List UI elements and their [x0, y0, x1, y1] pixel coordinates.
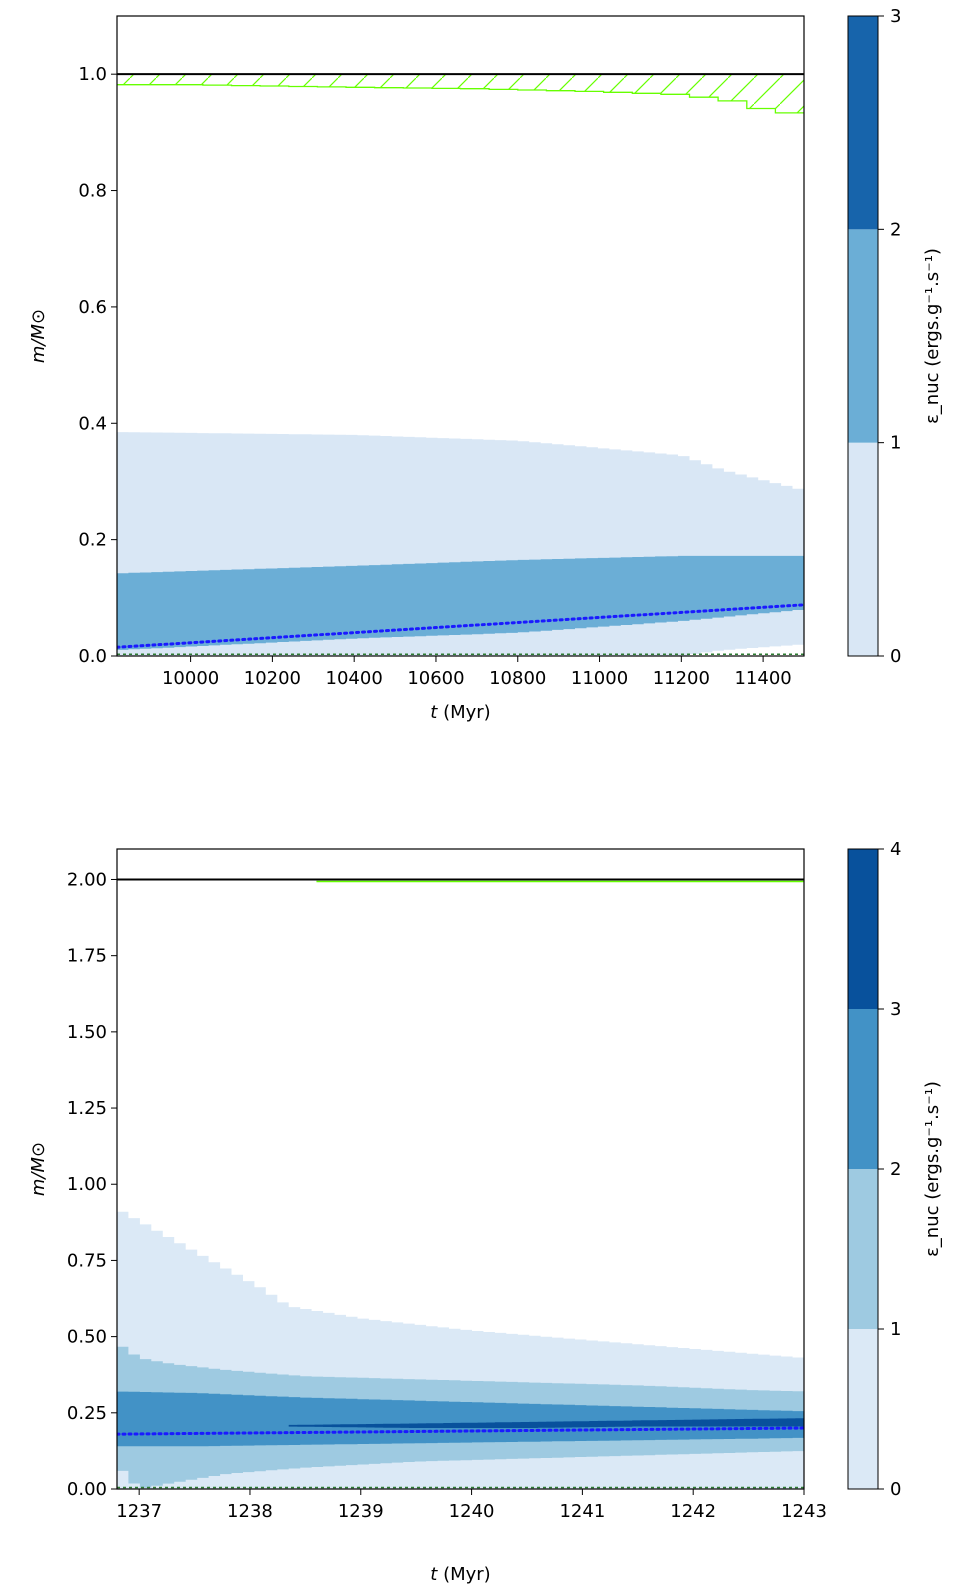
- x-tick-label: 11400: [734, 668, 791, 689]
- colorbar-tick-label: 3: [890, 6, 901, 27]
- y-tick-label: 0.2: [78, 530, 107, 551]
- plot-area: [117, 73, 804, 656]
- colorbar-tick-label: 3: [890, 999, 901, 1020]
- colorbar-tick-label: 1: [890, 433, 901, 454]
- x-tick-label: 1240: [449, 1501, 495, 1522]
- core-boundary-dotted: [117, 1426, 804, 1436]
- x-tick-label: 1237: [116, 1501, 162, 1522]
- y-tick-label: 1.50: [67, 1022, 107, 1043]
- x-tick-label: 10200: [244, 668, 301, 689]
- colorbar-label: ε_nuc (ergs.g⁻¹.s⁻¹): [922, 1081, 943, 1257]
- colorbar-label: ε_nuc (ergs.g⁻¹.s⁻¹): [922, 248, 943, 424]
- colorbar-segment: [848, 1009, 878, 1169]
- y-tick-label: 0.0: [78, 646, 107, 667]
- y-tick-label: 1.75: [67, 946, 107, 967]
- surface-convection-hatch: [117, 74, 804, 113]
- colorbar-tick-label: 2: [890, 219, 901, 240]
- y-tick-label: 0.4: [78, 413, 107, 434]
- y-tick-label: 0.00: [67, 1479, 107, 1500]
- x-tick-label: 10600: [407, 668, 464, 689]
- surface-convection-boundary: [117, 84, 804, 114]
- colorbar-tick-label: 4: [890, 839, 901, 860]
- x-tick-label: 11000: [571, 668, 628, 689]
- colorbar-segment: [848, 849, 878, 1009]
- colorbar-segment: [848, 1329, 878, 1489]
- x-tick-label: 1239: [338, 1501, 384, 1522]
- x-tick-label: 1243: [781, 1501, 827, 1522]
- colorbar-tick-label: 2: [890, 1159, 901, 1180]
- y-tick-label: 0.8: [78, 181, 107, 202]
- x-tick-label: 11200: [653, 668, 710, 689]
- x-tick-label: 10000: [162, 668, 219, 689]
- plot-area: [117, 878, 804, 1489]
- x-tick-label: 10800: [489, 668, 546, 689]
- colorbar-tick-label: 0: [890, 646, 901, 667]
- colorbar-frame: [847, 15, 879, 657]
- panel-1: 10000 10200 10400 10600 10800 11000 11200 11400…: [28, 6, 943, 723]
- y-tick-label: 0.50: [67, 1327, 107, 1348]
- x-tick-label: 10400: [326, 668, 383, 689]
- y-axis-label: m/M⊙: [28, 309, 49, 363]
- x-axis-label: t (Myr): [430, 1564, 490, 1585]
- y-tick-label: 0.75: [67, 1250, 107, 1271]
- colorbar-segment: [848, 442, 878, 656]
- panel-2: 1237 1238 1239 1240 1241 1242 12430.000.250.50…: [28, 839, 943, 1585]
- plot-frame: [116, 15, 805, 657]
- x-tick-label: 1242: [670, 1501, 716, 1522]
- y-tick-label: 2.00: [67, 869, 107, 890]
- burning-band-3-4: [288, 1418, 804, 1428]
- y-tick-label: 1.25: [67, 1098, 107, 1119]
- y-axis-label: m/M⊙: [28, 1142, 49, 1196]
- y-tick-label: 0.6: [78, 297, 107, 318]
- y-tick-label: 1.0: [78, 64, 107, 85]
- x-tick-label: 1238: [227, 1501, 273, 1522]
- core-boundary-dotted: [117, 603, 804, 649]
- colorbar-segment: [848, 1169, 878, 1329]
- burning-band-1-2: [117, 555, 804, 650]
- y-tick-label: 0.25: [67, 1403, 107, 1424]
- colorbar-segment: [848, 16, 878, 230]
- x-axis-label: t (Myr): [430, 702, 490, 723]
- plot-frame: [116, 848, 805, 1490]
- x-tick-label: 1241: [559, 1501, 605, 1522]
- colorbar-segment: [848, 229, 878, 443]
- y-tick-label: 1.00: [67, 1174, 107, 1195]
- burning-band-2-3: [117, 1391, 804, 1447]
- colorbar-tick-label: 1: [890, 1319, 901, 1340]
- colorbar-tick-label: 0: [890, 1479, 901, 1500]
